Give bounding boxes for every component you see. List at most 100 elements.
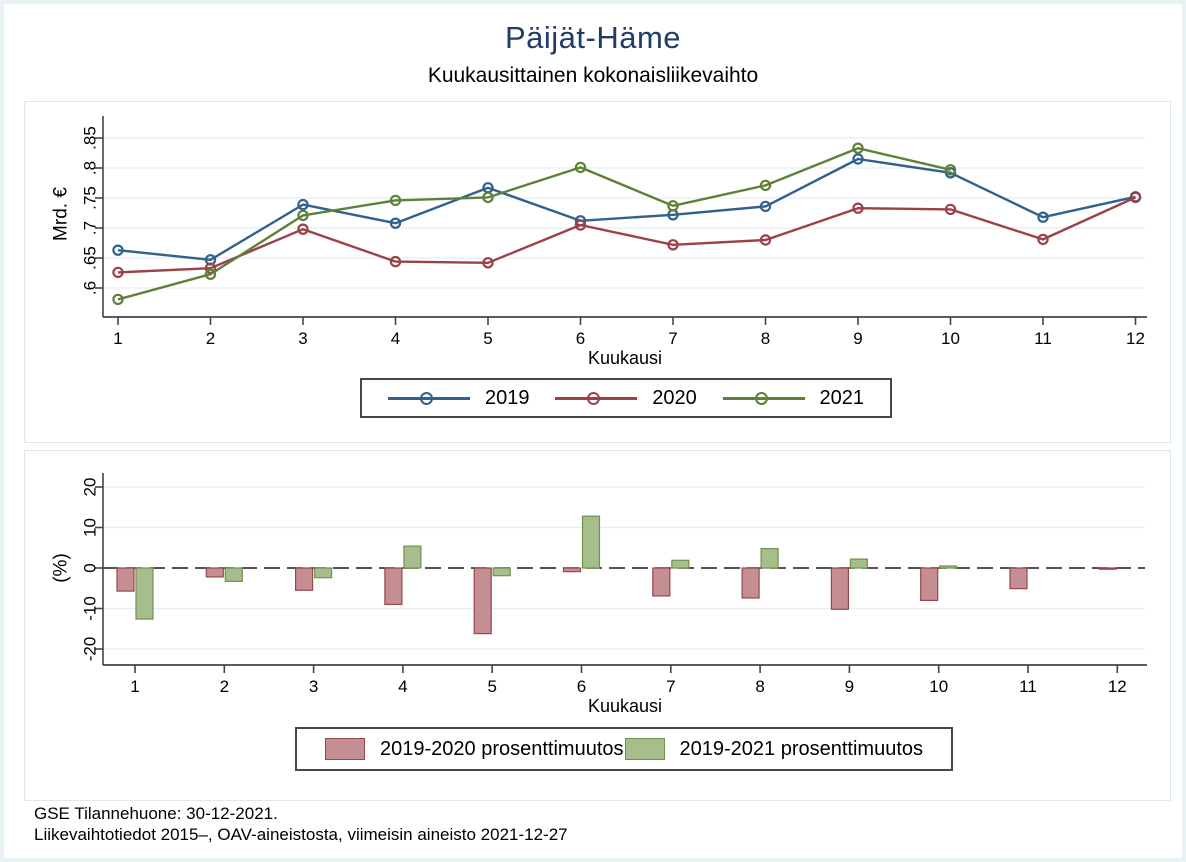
data-marker-2020: [667, 239, 679, 251]
data-marker-2021: [667, 200, 679, 212]
data-marker-2020: [759, 234, 772, 246]
bar-2019-2020 prosenttimuutos: [652, 567, 671, 597]
bar-series-0: [116, 567, 1117, 635]
bar-2019-2021 prosenttimuutos: [671, 559, 690, 569]
bar-chart-y-axis-title: (%): [51, 553, 72, 583]
data-marker-2020: [852, 202, 864, 214]
legend-label: 2019: [485, 386, 530, 409]
bar-chart-y-tick-label: 20: [81, 478, 100, 497]
bar-chart-x-axis-title: Kuukausi: [588, 696, 662, 716]
bar-2019-2021 prosenttimuutos: [224, 567, 243, 582]
line-chart-y-axis-title: Mrd. €: [51, 187, 72, 241]
bar-2019-2020 prosenttimuutos: [1098, 567, 1117, 570]
bar-series-1: [135, 515, 958, 620]
data-marker-2019: [852, 153, 864, 165]
data-marker-2021: [574, 161, 587, 174]
bar-2019-2020 prosenttimuutos: [741, 567, 760, 599]
bar-chart-y-tick-label: 10: [81, 518, 100, 537]
bar-chart-x-tick-label: 10: [929, 677, 948, 696]
bar-chart-x-axis: 1 2 3 4 5 6 7 8 9 10 11 12: [130, 665, 1127, 696]
series-line-2019: [117, 157, 1136, 262]
line-chart-x-tick-label: 7: [668, 329, 677, 348]
bar-2019-2021 prosenttimuutos: [492, 567, 511, 577]
bar-chart-x-tick-label: 3: [309, 677, 318, 696]
line-chart-x-tick-label: 5: [483, 329, 492, 348]
bar-2019-2021 prosenttimuutos: [939, 565, 958, 569]
line-chart-x-tick-label: 8: [761, 329, 770, 348]
page-subtitle: Kuukausittainen kokonaisliikevaihto: [427, 64, 759, 87]
legend-label: 2019-2020 prosenttimuutos: [380, 737, 624, 760]
bar-chart-x-tick-label: 1: [130, 677, 139, 696]
bar-2019-2020 prosenttimuutos: [473, 567, 492, 635]
line-chart-x-axis: 1 2 3 4 5 6 7 8 9 10 11 12: [113, 317, 1145, 348]
bar-chart-x-tick-label: 7: [666, 677, 675, 696]
data-marker-2021: [759, 179, 772, 192]
line-chart-x-axis-title: Kuukausi: [588, 348, 662, 368]
data-marker-2019: [389, 217, 402, 229]
line-chart-x-tick-label: 3: [298, 329, 307, 348]
data-marker-2020: [112, 266, 124, 279]
bar-chart-panel: -20 -10 0 10 20 (%) 1 2 3 4 5 6 7 8 9 10 11 12 Kuukausi 20…: [24, 450, 1171, 801]
line-chart-panel: .6.65.7.75.8.85 Mrd. €1 2 3 4 5 6 7 8 9 10 11 12 Kuuk…: [24, 101, 1171, 443]
bar-chart-y-tick-label: 0: [81, 563, 100, 572]
bar-chart-x-tick-label: 4: [398, 677, 407, 696]
data-marker-2020: [1129, 191, 1142, 204]
line-chart-y-tick-label: .75: [81, 186, 100, 210]
bar-swatch-2020-icon: [325, 738, 365, 760]
legend-item-2019-2021: 2019-2021 prosenttimuutos: [624, 738, 923, 761]
bar-2019-2020 prosenttimuutos: [116, 567, 135, 592]
marker-circle-icon: [587, 391, 601, 405]
bar-chart-x-tick-label: 12: [1108, 677, 1127, 696]
line-chart-x-tick-label: 2: [206, 329, 215, 348]
data-marker-2019: [759, 200, 772, 213]
line-chart-x-tick-label: 9: [853, 329, 862, 348]
series-line-2021: [117, 147, 951, 301]
bar-2019-2021 prosenttimuutos: [849, 558, 869, 569]
data-marker-2020: [482, 257, 494, 269]
line-chart-y-tick-label: .65: [81, 246, 100, 270]
line-chart-gridlines: [103, 137, 1145, 289]
line-sample-2020-icon: [555, 391, 638, 405]
page-title: Päijät-Häme: [504, 20, 682, 55]
line-chart-y-tick-label: .7: [81, 221, 100, 235]
series-2021: [112, 142, 957, 306]
line-chart-x-tick-label: 4: [391, 329, 400, 348]
bar-chart-x-tick-label: 6: [577, 677, 586, 696]
line-chart-x-tick-label: 10: [941, 329, 960, 348]
data-marker-2021: [944, 164, 957, 176]
data-marker-2021: [389, 194, 402, 207]
line-chart-x-tick-label: 11: [1034, 329, 1052, 348]
data-marker-2021: [297, 209, 309, 222]
bar-2019-2021 prosenttimuutos: [403, 545, 422, 569]
line-sample-2021-icon: [722, 391, 805, 405]
bar-2019-2020 prosenttimuutos: [562, 567, 582, 573]
bar-chart-x-tick-label: 11: [1019, 677, 1037, 696]
line-chart-y-tick-label: .85: [81, 126, 100, 150]
data-marker-2019: [112, 244, 124, 256]
bar-swatch-2021-icon: [624, 738, 665, 760]
data-marker-2021: [852, 142, 864, 154]
series-2019: [112, 153, 1142, 266]
bar-2019-2021 prosenttimuutos: [314, 567, 333, 579]
data-marker-2020: [297, 223, 309, 235]
data-marker-2020: [389, 255, 402, 268]
bar-chart-y-tick-label: -20: [81, 637, 100, 662]
data-marker-2019: [297, 198, 309, 211]
data-marker-2020: [574, 219, 587, 231]
series-line-2020: [117, 196, 1136, 274]
data-marker-2019: [1037, 211, 1049, 223]
line-chart-x-tick-label: 12: [1126, 329, 1145, 348]
source-note-line1: GSE Tilannehuone: 30-12-2021.: [34, 804, 278, 823]
line-chart-y-axis: .6 .65 .7 .75 .8 .85: [81, 126, 103, 295]
bar-chart-gridlines: [103, 486, 1145, 650]
line-chart-legend: 2019 2020 2021: [360, 378, 892, 418]
data-marker-2021: [204, 268, 217, 280]
line-sample-2019-icon: [388, 391, 470, 405]
legend-item-2019-2020: 2019-2020 prosenttimuutos: [325, 738, 624, 761]
legend-item-2019: 2019: [388, 387, 530, 410]
data-marker-2020: [1037, 233, 1049, 246]
bar-2019-2020 prosenttimuutos: [384, 567, 403, 606]
bar-2019-2021 prosenttimuutos: [760, 547, 779, 569]
